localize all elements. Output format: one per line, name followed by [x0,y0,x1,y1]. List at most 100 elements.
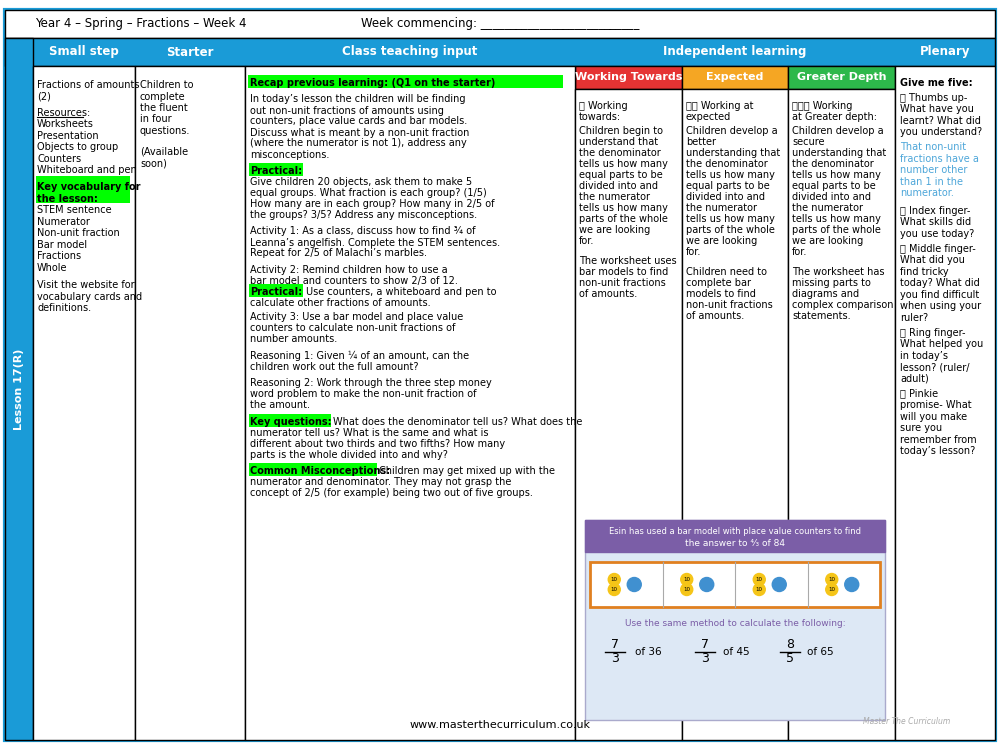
Text: the denominator: the denominator [579,148,661,158]
Text: Practical:: Practical: [250,287,302,297]
Text: models to find: models to find [686,289,756,299]
Text: towards:: towards: [579,112,621,122]
Circle shape [681,584,693,596]
Text: will you make: will you make [900,412,967,422]
Text: Key questions:: Key questions: [250,417,332,427]
Text: vocabulary cards and: vocabulary cards and [37,292,142,302]
Text: Activity 2: Remind children how to use a: Activity 2: Remind children how to use a [250,265,448,275]
Text: Resources:: Resources: [37,107,90,118]
Text: Reasoning 2: Work through the three step money: Reasoning 2: Work through the three step… [250,378,492,388]
Text: 7: 7 [611,638,619,652]
Text: numerator tell us? What is the same and what is: numerator tell us? What is the same and … [250,427,488,438]
Bar [33,66,135,740]
Circle shape [681,574,693,586]
Text: 10: 10 [828,577,835,582]
Text: 10: 10 [683,577,690,582]
Text: 🖕 Ring finger-: 🖕 Ring finger- [900,328,966,338]
Text: What have you: What have you [900,104,974,115]
Text: Independent learning: Independent learning [663,46,807,58]
Text: Expected: Expected [706,73,764,82]
Text: Reasoning 1: Given ¼ of an amount, can the: Reasoning 1: Given ¼ of an amount, can t… [250,351,469,361]
Text: divided into and: divided into and [686,192,765,202]
Text: What helped you: What helped you [900,339,983,349]
Text: in today’s: in today’s [900,350,948,361]
Text: Presentation: Presentation [37,130,99,140]
Text: What does the denominator tell us? What does the: What does the denominator tell us? What … [333,417,582,427]
Text: STEM sentence: STEM sentence [37,206,112,215]
Text: That non-unit: That non-unit [900,142,966,152]
Circle shape [753,574,765,586]
Text: equal parts to be: equal parts to be [686,182,769,191]
Text: adult): adult) [900,374,929,383]
Text: tells us how many: tells us how many [686,170,775,180]
Text: of amounts.: of amounts. [686,311,744,321]
Circle shape [753,584,765,596]
Text: Children develop a: Children develop a [686,126,777,136]
Text: the denominator: the denominator [686,159,767,170]
Text: equal parts to be: equal parts to be [792,182,876,191]
Text: ruler?: ruler? [900,313,928,322]
Text: What skills did: What skills did [900,217,971,227]
Bar [5,38,995,66]
Text: Use the same method to calculate the following:: Use the same method to calculate the fol… [625,619,845,628]
Text: better: better [686,137,716,147]
Circle shape [826,584,838,596]
Text: complex comparison: complex comparison [792,300,894,310]
Text: Objects to group: Objects to group [37,142,118,152]
Text: the answer to ⁴⁄₃ of 84: the answer to ⁴⁄₃ of 84 [685,538,785,548]
Text: 🖕 Pinkie: 🖕 Pinkie [900,388,938,398]
Text: 7: 7 [701,638,709,652]
Text: equal parts to be: equal parts to be [579,170,663,180]
Text: equal groups. What fraction is each group? (1/5): equal groups. What fraction is each grou… [250,188,487,198]
Text: divided into and: divided into and [792,192,871,202]
Text: of 65: of 65 [807,647,834,657]
Text: Fractions of amounts: Fractions of amounts [37,80,140,90]
Text: numerator and denominator. They may not grasp the: numerator and denominator. They may not … [250,477,511,488]
Text: expected: expected [686,112,731,122]
Text: Year 4 – Spring – Fractions – Week 4: Year 4 – Spring – Fractions – Week 4 [35,17,246,31]
Text: the fluent: the fluent [140,103,188,113]
Bar [788,66,895,89]
Text: In today’s lesson the children will be finding: In today’s lesson the children will be f… [250,94,466,104]
Text: today’s lesson?: today’s lesson? [900,446,975,456]
Text: www.masterthecurriculum.co.uk: www.masterthecurriculum.co.uk [410,720,590,730]
Text: when using your: when using your [900,301,981,311]
Text: Activity 1: As a class, discuss how to find ¾ of: Activity 1: As a class, discuss how to f… [250,226,476,236]
Text: word problem to make the non-unit fraction of: word problem to make the non-unit fracti… [250,389,477,399]
Text: counters to calculate non-unit fractions of: counters to calculate non-unit fractions… [250,323,455,333]
Text: the denominator: the denominator [792,159,874,170]
Text: counters, place value cards and bar models.: counters, place value cards and bar mode… [250,116,467,127]
Bar [5,38,33,740]
Circle shape [700,578,714,592]
Text: in four: in four [140,115,172,125]
Text: numerator.: numerator. [900,188,954,199]
Text: definitions.: definitions. [37,303,91,313]
Text: 3: 3 [701,652,709,665]
Text: Children develop a: Children develop a [792,126,884,136]
Text: diagrams and: diagrams and [792,289,859,299]
Circle shape [627,578,641,592]
Bar [248,75,563,88]
Text: Children may get mixed up with the: Children may get mixed up with the [379,466,555,476]
Text: for.: for. [686,248,701,257]
Text: tells us how many: tells us how many [579,159,668,170]
Text: Fractions: Fractions [37,251,81,261]
Text: Master The Curriculum: Master The Curriculum [863,718,950,727]
Text: bar model and counters to show 2/3 of 12.: bar model and counters to show 2/3 of 12… [250,276,458,286]
Text: 5: 5 [786,652,794,665]
Bar [590,562,880,607]
Bar [682,89,788,740]
Text: Counters: Counters [37,154,81,164]
Text: 10: 10 [611,587,618,592]
Text: remember from: remember from [900,434,977,445]
Text: the amount.: the amount. [250,400,310,410]
Text: parts is the whole divided into and why?: parts is the whole divided into and why? [250,450,448,460]
Text: Give children 20 objects, ask them to make 5: Give children 20 objects, ask them to ma… [250,177,472,187]
Text: sure you: sure you [900,423,942,433]
Bar [249,284,303,297]
Text: different about two thirds and two fifths? How many: different about two thirds and two fifth… [250,439,505,448]
Text: Greater Depth: Greater Depth [797,73,886,82]
Text: Small step: Small step [49,46,119,58]
Text: 🖕 Index finger-: 🖕 Index finger- [900,206,970,216]
Text: Lesson 17(R): Lesson 17(R) [14,348,24,430]
